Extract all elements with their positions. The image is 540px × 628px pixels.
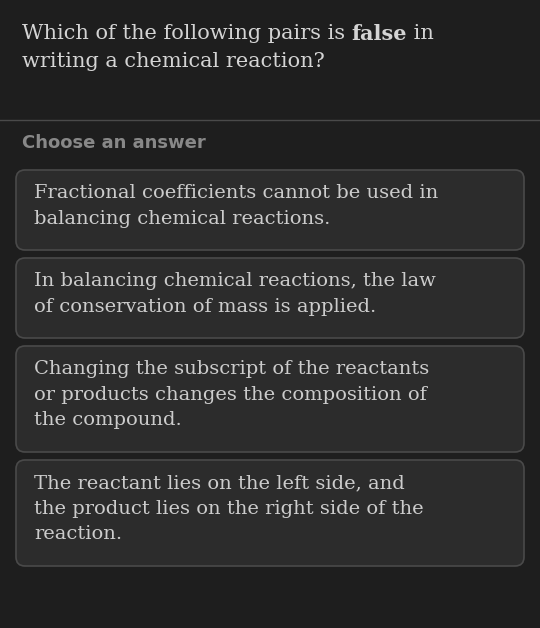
Text: Changing the subscript of the reactants
or products changes the composition of
t: Changing the subscript of the reactants … xyxy=(34,360,429,430)
Text: false: false xyxy=(352,24,407,44)
Text: The reactant lies on the left side, and
the product lies on the right side of th: The reactant lies on the left side, and … xyxy=(34,474,423,543)
Text: In balancing chemical reactions, the law
of conservation of mass is applied.: In balancing chemical reactions, the law… xyxy=(34,272,436,316)
FancyBboxPatch shape xyxy=(16,258,524,338)
Text: writing a chemical reaction?: writing a chemical reaction? xyxy=(22,52,325,71)
Text: Which of the following pairs is: Which of the following pairs is xyxy=(22,24,352,43)
Text: Choose an answer: Choose an answer xyxy=(22,134,206,152)
Text: Fractional coefficients cannot be used in
balancing chemical reactions.: Fractional coefficients cannot be used i… xyxy=(34,184,438,228)
FancyBboxPatch shape xyxy=(16,346,524,452)
Text: in: in xyxy=(407,24,434,43)
FancyBboxPatch shape xyxy=(16,170,524,250)
FancyBboxPatch shape xyxy=(16,460,524,566)
